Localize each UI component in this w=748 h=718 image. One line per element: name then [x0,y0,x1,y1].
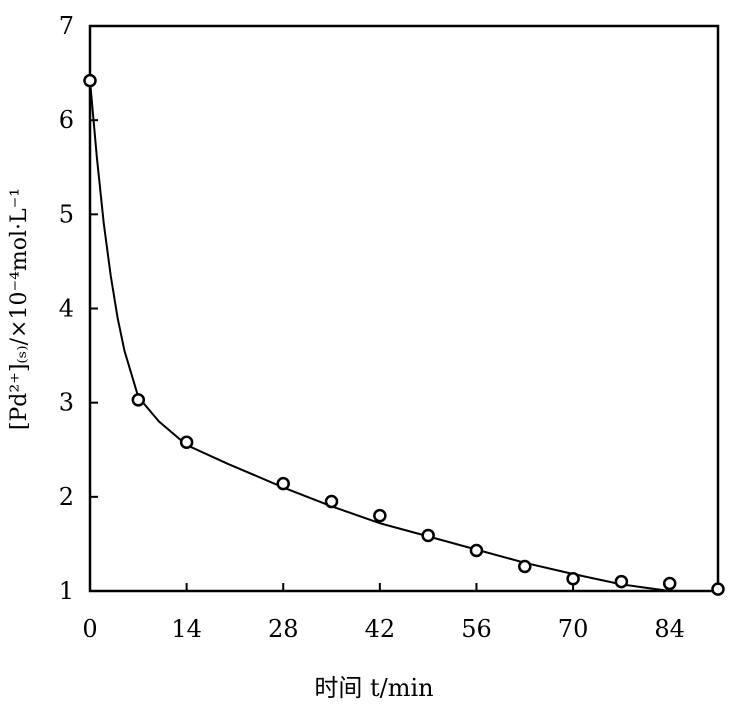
data-point [614,574,629,589]
x-tick-label: 14 [171,615,202,643]
data-point [131,393,146,407]
data-point [373,508,387,523]
x-tick-label: 56 [461,615,492,643]
y-tick-label: 2 [59,483,74,511]
data-point [179,435,194,449]
data-markers [83,73,725,596]
y-tick-label: 6 [59,106,74,134]
x-tick-label: 70 [558,615,589,643]
y-tick-label: 3 [59,389,74,417]
y-axis-title: [Pd²⁺]₍ₛ₎/×10⁻⁴mol·L⁻¹ [7,188,32,430]
data-point [469,543,484,558]
data-point [711,582,725,596]
data-point [324,494,339,509]
data-point [276,476,290,491]
y-tick-label: 1 [59,577,74,605]
plot-frame [88,24,720,593]
y-axis-ticks: 1 2 3 4 5 6 7 [59,12,98,605]
fit-curve [89,80,718,592]
x-tick-label: 84 [654,615,685,643]
y-tick-label: 4 [59,295,74,323]
y-tick-label: 5 [59,200,74,228]
data-point [662,576,677,591]
x-tick-label: 0 [82,615,97,643]
x-tick-label: 28 [268,615,299,643]
x-axis-title: 时间 t/min [314,674,434,702]
data-point [518,559,532,574]
x-tick-label: 42 [365,615,396,643]
y-tick-label: 7 [59,12,74,40]
data-point [421,528,435,543]
data-point [83,73,97,88]
data-point [566,572,580,586]
